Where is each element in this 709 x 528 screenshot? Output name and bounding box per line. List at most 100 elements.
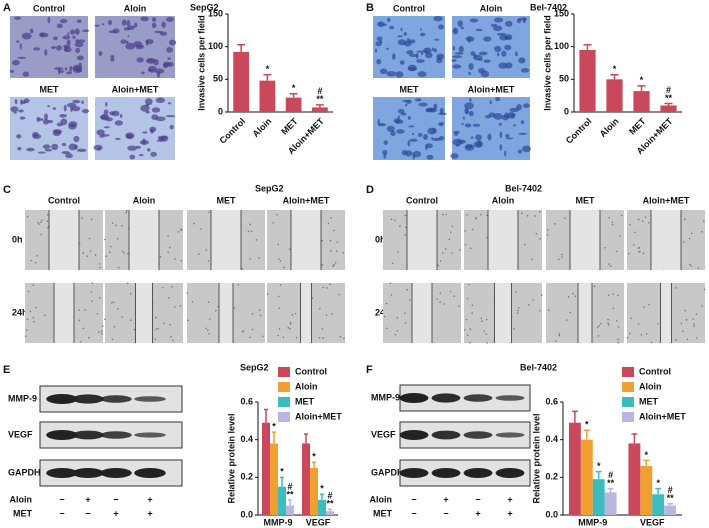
cell xyxy=(151,17,157,22)
speck xyxy=(110,245,112,248)
blot-label: VEGF xyxy=(371,429,396,439)
cell xyxy=(13,111,17,114)
cell xyxy=(475,28,483,32)
speck xyxy=(262,335,264,338)
cell xyxy=(522,103,530,109)
speck xyxy=(685,318,688,321)
speck xyxy=(294,312,297,315)
speck xyxy=(453,295,456,297)
cell xyxy=(138,154,144,157)
y-tick-label: 50 xyxy=(559,74,569,84)
speck xyxy=(278,328,281,330)
band xyxy=(431,468,461,478)
speck xyxy=(319,307,321,310)
speck xyxy=(450,231,452,233)
y-tick-label: 100 xyxy=(208,41,223,51)
error-bar xyxy=(664,102,673,106)
cell xyxy=(516,18,521,24)
speck xyxy=(282,336,285,339)
speck xyxy=(329,239,332,242)
wound-gap xyxy=(578,283,592,343)
blot-label: GAPDH xyxy=(8,467,41,477)
speck xyxy=(80,341,82,343)
band xyxy=(100,395,132,403)
significance: # xyxy=(608,470,613,480)
band xyxy=(431,393,461,403)
cell xyxy=(39,32,45,37)
treatment-sign: − xyxy=(59,494,64,504)
speck xyxy=(198,253,200,255)
speck xyxy=(318,336,321,339)
speck xyxy=(78,319,81,322)
speck xyxy=(207,301,210,303)
speck xyxy=(483,330,486,332)
bar xyxy=(259,80,276,112)
speck xyxy=(630,317,632,320)
speck xyxy=(311,297,314,299)
error-bar xyxy=(288,499,292,506)
cell xyxy=(142,131,148,134)
speck xyxy=(597,335,600,337)
significance: # xyxy=(287,481,292,491)
cell xyxy=(489,100,492,105)
cell xyxy=(450,153,459,159)
error-bar xyxy=(328,508,332,512)
speck xyxy=(465,318,468,321)
speck xyxy=(404,234,407,236)
cell xyxy=(469,97,472,102)
speck xyxy=(703,220,705,223)
speck xyxy=(616,250,618,253)
speck xyxy=(645,333,648,335)
cell xyxy=(166,46,173,53)
speck xyxy=(81,217,83,220)
cell xyxy=(53,36,58,41)
speck xyxy=(171,286,173,288)
cell xyxy=(96,129,105,136)
speck xyxy=(330,250,332,252)
speck xyxy=(607,318,609,321)
cell xyxy=(478,67,486,74)
speck xyxy=(205,249,208,251)
treatment-sign: + xyxy=(85,494,90,504)
speck xyxy=(607,324,610,326)
band xyxy=(495,432,525,438)
cell xyxy=(81,109,90,114)
cell xyxy=(36,116,41,122)
speck xyxy=(642,252,645,255)
speck xyxy=(111,222,114,224)
speck xyxy=(406,288,408,291)
speck xyxy=(572,292,574,295)
significance: # xyxy=(666,85,671,95)
bar xyxy=(286,505,294,515)
cell xyxy=(419,32,426,37)
speck xyxy=(389,282,392,285)
speck xyxy=(485,333,488,335)
speck xyxy=(101,333,103,335)
error-bar xyxy=(610,74,619,80)
significance: * xyxy=(292,83,296,93)
speck xyxy=(596,326,599,329)
cell xyxy=(76,19,82,24)
speck xyxy=(88,237,91,240)
cell xyxy=(470,136,474,139)
treatment-sign: + xyxy=(475,508,480,518)
significance: ** xyxy=(326,499,334,509)
cell xyxy=(52,130,61,137)
speck xyxy=(695,313,698,315)
y-tick-label: 0.0 xyxy=(545,509,558,519)
treatment-sign: + xyxy=(113,508,118,518)
speck xyxy=(112,301,115,304)
wound-gap xyxy=(291,210,321,270)
cell xyxy=(105,101,108,107)
speck xyxy=(634,231,636,234)
bar xyxy=(633,91,650,112)
wound-gap xyxy=(219,283,233,343)
speck xyxy=(531,258,534,261)
cell xyxy=(389,25,395,30)
speck xyxy=(611,223,614,226)
panel-label: F xyxy=(366,364,373,376)
cell xyxy=(397,108,405,114)
speck xyxy=(133,328,136,331)
band xyxy=(399,393,429,403)
speck xyxy=(321,239,323,242)
